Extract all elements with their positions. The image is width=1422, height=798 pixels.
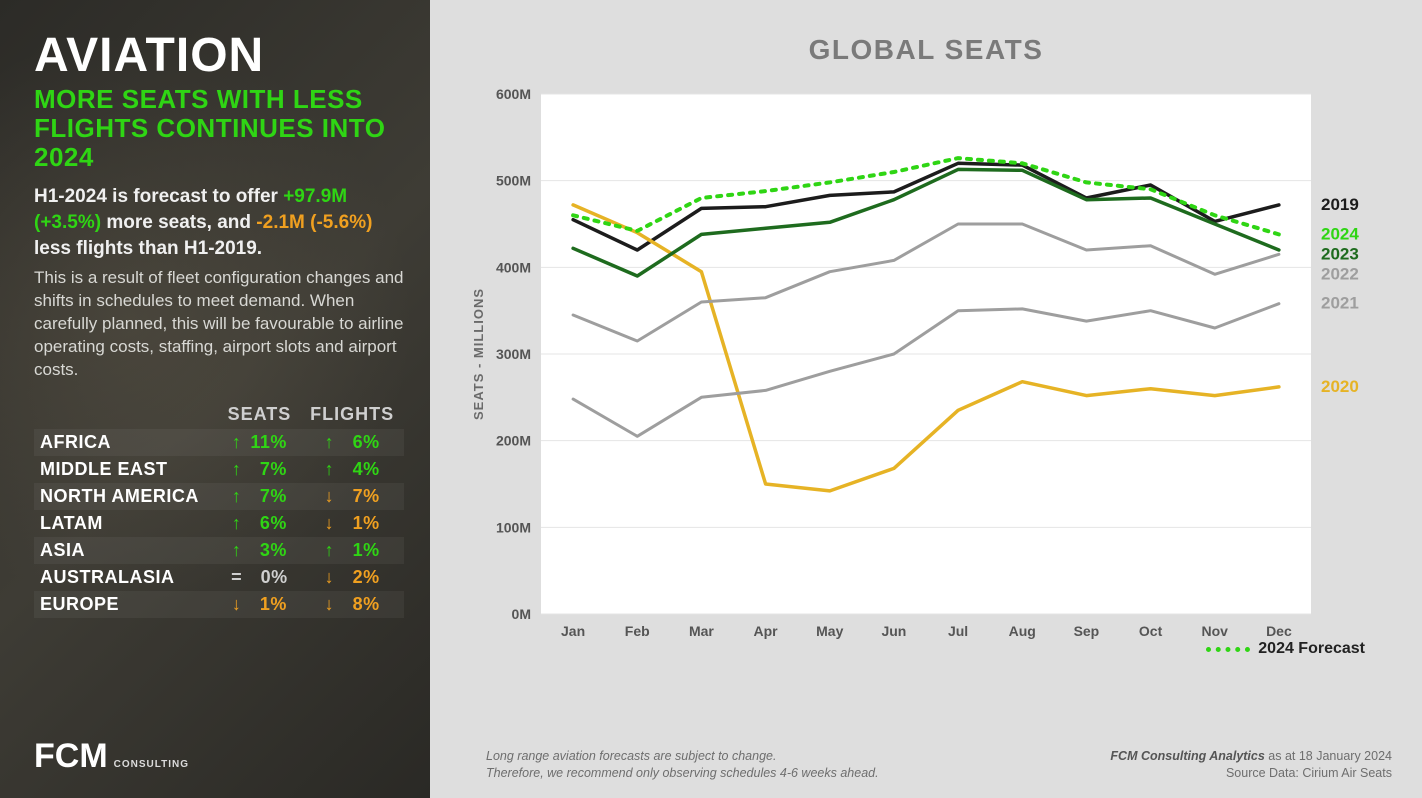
x-tick-label: Oct [1139, 623, 1163, 639]
x-tick-label: Sep [1074, 623, 1100, 639]
flights-value: ↑ 1% [300, 537, 404, 564]
y-tick-label: 0M [512, 606, 531, 622]
flights-value: ↓ 2% [300, 564, 404, 591]
seats-value: ↑ 3% [219, 537, 301, 564]
table-row: NORTH AMERICA↑ 7%↓ 7% [34, 483, 404, 510]
series-label-2023: 2023 [1321, 244, 1359, 263]
region-name: AUSTRALASIA [34, 564, 219, 591]
forecast-negative: -2.1M (-5.6%) [256, 212, 372, 233]
region-name: MIDDLE EAST [34, 456, 219, 483]
arrow-icon: ↑ [325, 459, 335, 479]
x-tick-label: May [816, 623, 843, 639]
logo: FCM CONSULTING [34, 737, 404, 776]
logo-main: FCM [34, 737, 108, 776]
flights-value: ↑ 6% [300, 429, 404, 456]
arrow-icon: ↓ [325, 486, 335, 506]
table-row: LATAM↑ 6%↓ 1% [34, 510, 404, 537]
legend-label: 2024 Forecast [1258, 640, 1365, 658]
body-text: This is a result of fleet configuration … [34, 267, 404, 382]
x-tick-label: Nov [1202, 623, 1229, 639]
region-name: EUROPE [34, 591, 219, 618]
col-flights: FLIGHTS [300, 400, 404, 429]
regions-table: SEATS FLIGHTS AFRICA↑ 11%↑ 6%MIDDLE EAST… [34, 400, 404, 618]
arrow-icon: ↑ [232, 432, 242, 452]
x-tick-label: Apr [754, 623, 779, 639]
footnote-right: FCM Consulting Analytics as at 18 Januar… [1110, 748, 1392, 782]
forecast-line1: H1-2024 is forecast to offer [34, 186, 278, 207]
table-row: AFRICA↑ 11%↑ 6% [34, 429, 404, 456]
table-row: MIDDLE EAST↑ 7%↑ 4% [34, 456, 404, 483]
arrow-icon: ↑ [232, 486, 242, 506]
series-label-2020: 2020 [1321, 377, 1359, 396]
series-label-2021: 2021 [1321, 294, 1359, 313]
arrow-icon: ↑ [232, 513, 242, 533]
x-tick-label: Jan [561, 623, 585, 639]
forecast-line3: less flights than H1-2019. [34, 238, 262, 259]
y-tick-label: 600M [496, 86, 531, 102]
arrow-icon: ↓ [232, 594, 242, 614]
x-tick-label: Dec [1266, 623, 1292, 639]
col-region [34, 400, 219, 429]
y-tick-label: 500M [496, 173, 531, 189]
seats-value: ↑ 6% [219, 510, 301, 537]
seats-value: ↑ 11% [219, 429, 301, 456]
region-name: LATAM [34, 510, 219, 537]
flights-value: ↓ 1% [300, 510, 404, 537]
y-tick-label: 400M [496, 259, 531, 275]
line-chart: 0M 100M 200M 300M 400M 500M 600M SEATS - MILLIO… [461, 74, 1391, 664]
page-title: AVIATION [34, 28, 404, 83]
x-tick-label: Mar [689, 623, 714, 639]
y-tick-label: 200M [496, 433, 531, 449]
x-tick-label: Jun [881, 623, 906, 639]
flights-value: ↓ 8% [300, 591, 404, 618]
x-tick-label: Aug [1009, 623, 1036, 639]
forecast-line2: more seats, and [101, 212, 256, 233]
chart-panel: GLOBAL SEATS 0M 100M 200M 300M 400M 500M 600M S… [430, 0, 1422, 798]
left-panel: AVIATION MORE SEATS WITH LESS FLIGHTS CO… [0, 0, 430, 798]
series-2021 [573, 304, 1279, 437]
arrow-icon: ↑ [232, 540, 242, 560]
arrow-icon: ↓ [325, 594, 335, 614]
region-name: ASIA [34, 537, 219, 564]
series-label-2024: 2024 [1321, 224, 1359, 243]
x-tick-label: Feb [625, 623, 650, 639]
legend-swatch-icon [1206, 647, 1250, 652]
table-row: ASIA↑ 3%↑ 1% [34, 537, 404, 564]
region-name: AFRICA [34, 429, 219, 456]
chart-footnotes: Long range aviation forecasts are subjec… [486, 748, 1392, 782]
y-tick-label: 300M [496, 346, 531, 362]
x-tick-label: Jul [948, 623, 968, 639]
arrow-icon: ↓ [325, 513, 335, 533]
y-tick-label: 100M [496, 519, 531, 535]
region-name: NORTH AMERICA [34, 483, 219, 510]
series-2022 [573, 224, 1279, 341]
footnote-left: Long range aviation forecasts are subjec… [486, 748, 879, 782]
seats-value: ↑ 7% [219, 483, 301, 510]
chart-title: GLOBAL SEATS [460, 34, 1392, 66]
arrow-icon: ↑ [325, 540, 335, 560]
arrow-icon: ↑ [232, 459, 242, 479]
col-seats: SEATS [219, 400, 301, 429]
page-subtitle: MORE SEATS WITH LESS FLIGHTS CONTINUES I… [34, 85, 404, 172]
y-axis-label: SEATS - MILLIONS [471, 288, 486, 420]
table-row: EUROPE↓ 1%↓ 8% [34, 591, 404, 618]
table-row: AUSTRALASIA= 0%↓ 2% [34, 564, 404, 591]
legend-2024-forecast: 2024 Forecast [1206, 640, 1365, 658]
flights-value: ↓ 7% [300, 483, 404, 510]
arrow-icon: ↓ [325, 567, 335, 587]
seats-value: = 0% [219, 564, 301, 591]
seats-value: ↓ 1% [219, 591, 301, 618]
arrow-icon: ↑ [325, 432, 335, 452]
flights-value: ↑ 4% [300, 456, 404, 483]
series-label-2019: 2019 [1321, 195, 1359, 214]
forecast-summary: H1-2024 is forecast to offer +97.9M (+3.… [34, 184, 404, 261]
chart-wrap: 0M 100M 200M 300M 400M 500M 600M SEATS - MILLIO… [461, 74, 1391, 664]
arrow-icon: = [231, 567, 242, 587]
logo-sub: CONSULTING [114, 759, 189, 770]
seats-value: ↑ 7% [219, 456, 301, 483]
series-label-2022: 2022 [1321, 264, 1359, 283]
